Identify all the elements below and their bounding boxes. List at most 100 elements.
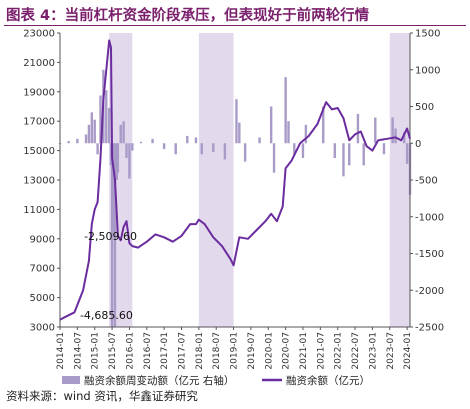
x-tick-label: 2018-07: [212, 332, 222, 370]
legend: 融资余额周变动额（亿元 右轴） 融资余额（亿元）: [62, 374, 370, 387]
x-tick-label: 2014-01: [56, 332, 66, 370]
axes: 3000500070009000110001300015000170001900…: [23, 29, 444, 370]
bar: [403, 132, 406, 144]
legend-swatch-bar: [62, 376, 80, 384]
left-tick-label: 3000: [30, 323, 55, 334]
bar: [258, 137, 261, 144]
bar: [116, 143, 120, 173]
x-tick-label: 2016-07: [143, 332, 153, 370]
x-tick-label: 2017-07: [177, 332, 187, 370]
x-tick-label: 2018-01: [195, 332, 205, 370]
bar: [374, 117, 377, 144]
x-tick-label: 2023-01: [368, 332, 378, 370]
bar: [394, 128, 397, 144]
x-tick-label: 2019-07: [247, 332, 257, 370]
left-tick-label: 21000: [23, 58, 55, 69]
bar: [322, 106, 325, 144]
shaded-periods: [109, 33, 410, 327]
left-tick-label: 9000: [30, 234, 55, 245]
shaded-period: [198, 33, 234, 327]
x-tick-label: 2022-01: [334, 332, 344, 370]
bar: [107, 107, 111, 144]
bar: [293, 143, 296, 155]
right-tick-label: 0: [415, 139, 421, 150]
line-series-balance: [59, 39, 411, 321]
shaded-period: [389, 33, 410, 327]
x-tick-label: 2021-07: [316, 332, 326, 370]
left-tick-label: 19000: [23, 87, 55, 98]
bar: [139, 141, 143, 144]
left-tick-label: 11000: [23, 205, 55, 216]
bar: [200, 143, 203, 155]
x-tick-label: 2017-01: [160, 332, 170, 370]
bar: [110, 143, 114, 327]
bar: [131, 143, 134, 151]
x-tick-label: 2024-01: [403, 332, 413, 370]
bar: [382, 143, 386, 155]
x-tick-label: 2022-07: [351, 332, 361, 370]
x-tick-label: 2016-01: [125, 332, 135, 370]
bar: [301, 143, 305, 158]
left-tick-label: 23000: [23, 29, 55, 40]
bar: [304, 124, 308, 144]
bar: [194, 137, 198, 144]
legend-label-line: 融资余额（亿元）: [286, 374, 370, 387]
bar: [333, 143, 336, 158]
x-tick-label: 2020-07: [282, 332, 292, 370]
bar: [87, 124, 91, 144]
annotation-label: -2,509.60: [84, 230, 137, 243]
bar: [212, 143, 215, 153]
right-tick-label: -2000: [415, 286, 444, 297]
right-tick-label: 1500: [415, 29, 440, 40]
bar: [90, 112, 94, 144]
bar: [405, 143, 409, 164]
right-tick-label: -500: [415, 176, 438, 187]
bar-series-weekly-change: [58, 69, 412, 327]
x-tick-label: 2021-01: [299, 332, 309, 370]
bar: [186, 135, 189, 144]
right-tick-label: 1000: [415, 65, 440, 76]
right-tick-label: 500: [415, 102, 434, 113]
bar: [112, 143, 115, 232]
x-tick-label: 2019-01: [230, 332, 240, 370]
bar: [238, 122, 241, 144]
left-tick-label: 17000: [23, 117, 55, 128]
bar: [119, 124, 122, 144]
x-tick-label: 2015-07: [108, 332, 118, 370]
annotation-label: -4,685.60: [80, 309, 133, 322]
right-tick-label: -2500: [415, 323, 444, 334]
chart-title: 图表 4：当前杠杆资金阶段承压，但表现好于前两轮行情: [6, 8, 370, 24]
bar: [67, 141, 70, 144]
x-tick-label: 2020-01: [264, 332, 274, 370]
annotations: -2,509.60 -4,685.60: [80, 230, 137, 322]
bar: [105, 90, 108, 144]
right-tick-label: -1000: [415, 212, 444, 223]
bar: [342, 143, 345, 177]
balance-line: [59, 39, 411, 321]
left-tick-label: 13000: [23, 176, 55, 187]
bar: [128, 143, 131, 179]
source-note: 资料来源：wind 资讯，华鑫证券研究: [6, 389, 198, 403]
bar: [151, 138, 154, 144]
bar: [272, 143, 276, 173]
bar: [348, 143, 351, 166]
bar: [235, 99, 238, 144]
left-tick-label: 5000: [30, 293, 55, 304]
bar: [356, 113, 360, 144]
bar: [96, 143, 99, 155]
bar: [362, 143, 365, 166]
x-tick-label: 2015-01: [91, 332, 101, 370]
x-tick-label: 2023-07: [386, 332, 396, 370]
bar: [162, 143, 166, 150]
bar: [243, 143, 247, 162]
bar: [287, 121, 290, 144]
bar: [174, 143, 177, 155]
title-rule: [4, 25, 466, 26]
bar: [269, 106, 273, 144]
bar: [99, 95, 102, 144]
bar: [223, 143, 227, 160]
legend-label-bar: 融资余额周变动额（亿元 右轴）: [84, 374, 234, 387]
bar: [122, 121, 125, 144]
bar: [113, 143, 117, 327]
